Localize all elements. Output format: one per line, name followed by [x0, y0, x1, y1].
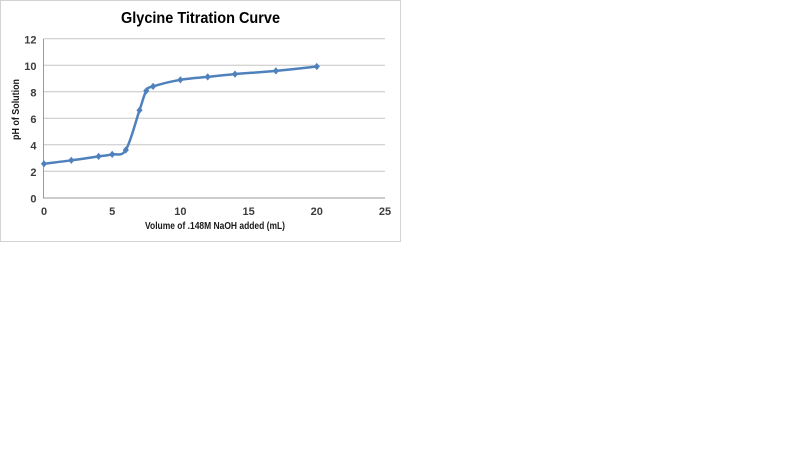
svg-text:pH of Solution: pH of Solution	[11, 79, 22, 140]
svg-text:5: 5	[109, 206, 115, 218]
svg-text:15: 15	[242, 206, 254, 218]
svg-text:10: 10	[24, 61, 36, 73]
svg-text:Volume of .148M NaOH added (mL: Volume of .148M NaOH added (mL)	[145, 221, 285, 232]
svg-text:10: 10	[174, 206, 186, 218]
svg-text:2: 2	[30, 167, 36, 179]
svg-text:0: 0	[30, 193, 36, 205]
svg-text:Glycine Titration Curve: Glycine Titration Curve	[121, 10, 280, 27]
svg-text:4: 4	[30, 140, 37, 152]
svg-text:0: 0	[41, 206, 47, 218]
svg-text:12: 12	[24, 34, 36, 46]
svg-text:25: 25	[379, 206, 391, 218]
svg-text:20: 20	[311, 206, 323, 218]
svg-text:6: 6	[30, 114, 36, 126]
svg-text:8: 8	[30, 87, 36, 99]
